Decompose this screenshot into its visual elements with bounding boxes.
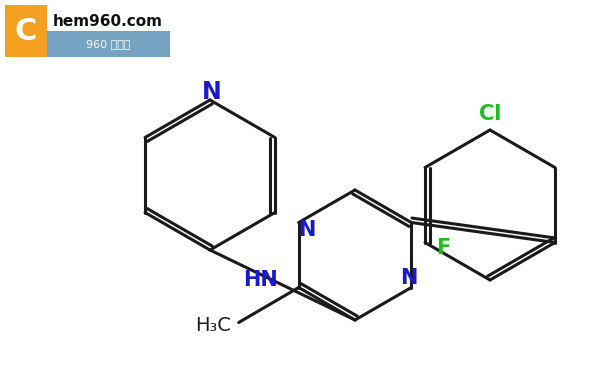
Bar xyxy=(5,5,47,57)
Text: N: N xyxy=(202,80,222,104)
Text: N: N xyxy=(401,267,418,288)
Text: Cl: Cl xyxy=(479,104,501,124)
Text: H₃C: H₃C xyxy=(195,316,231,335)
Text: 960 化工网: 960 化工网 xyxy=(86,39,130,49)
Text: HN: HN xyxy=(243,270,278,290)
Text: C: C xyxy=(15,16,37,45)
Text: N: N xyxy=(298,220,315,240)
Bar xyxy=(47,31,170,57)
Text: hem960.com: hem960.com xyxy=(53,13,163,28)
Text: F: F xyxy=(436,237,450,258)
